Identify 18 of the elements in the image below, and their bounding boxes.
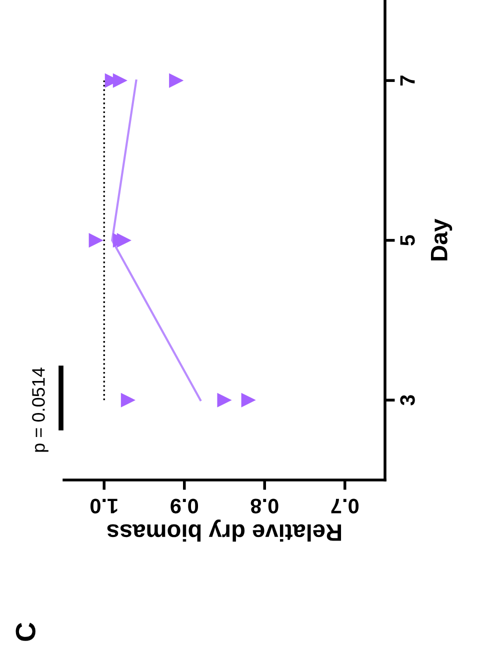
y-tick-label: 3 [400,395,415,406]
y-tick-label: 7 [400,76,415,86]
text: p = 0.0514 [32,368,48,452]
point [120,392,136,408]
y-tick-label: 5 [400,235,415,246]
x-tick-label: 0.7 [331,498,359,514]
point [169,73,184,88]
y-axis-title: Day [430,218,452,260]
point [241,392,256,408]
point [88,233,104,248]
x-tick-label: 0.8 [250,498,278,514]
text: C [16,622,36,641]
point [116,233,132,248]
x-tick-label: 1.0 [90,498,118,514]
x-tick-label: 0.9 [170,498,198,514]
x-axis-title: Relative dry biomass [107,520,342,542]
point [217,392,232,408]
point [112,73,128,88]
